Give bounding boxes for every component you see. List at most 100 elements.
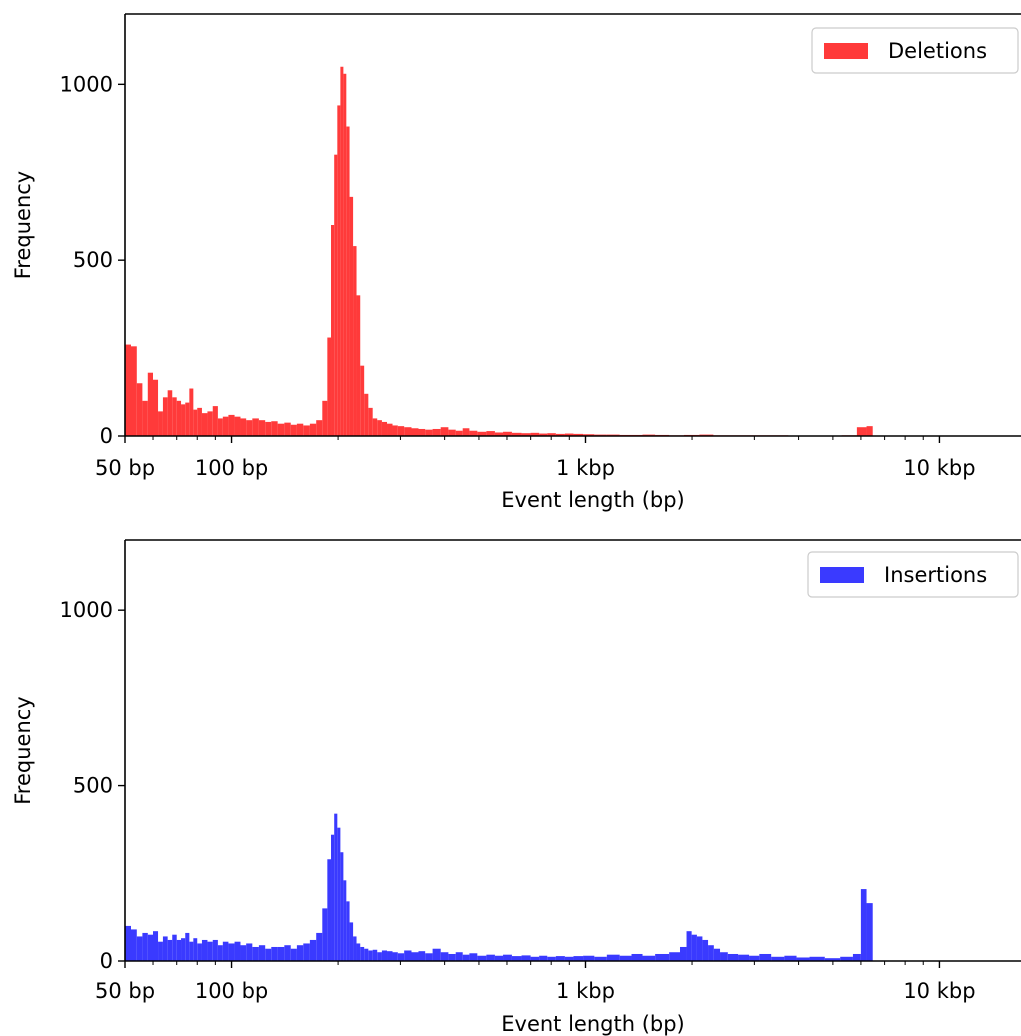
x-tick-label: 10 kbp [903, 456, 975, 480]
x-tick-label: 1 kbp [556, 979, 615, 1003]
histogram-bar [327, 859, 332, 961]
histogram-bar [860, 889, 867, 961]
histogram-bar [185, 402, 190, 436]
histogram-bar [477, 955, 487, 961]
histogram-bar [189, 941, 194, 961]
histogram-bar [246, 420, 253, 436]
histogram-bar [530, 432, 540, 436]
histogram-bar [372, 949, 378, 961]
histogram-bar [583, 955, 595, 961]
histogram-bar [284, 422, 291, 436]
histogram-bar [696, 936, 703, 961]
histogram-bar [353, 936, 357, 961]
x-tick-label: 50 bp [95, 979, 155, 1003]
histogram-bar [856, 427, 867, 436]
histogram-bar [440, 952, 449, 961]
histogram-bar [771, 956, 785, 961]
legend-swatch [824, 43, 868, 59]
histogram-bar [573, 956, 584, 961]
histogram-bar [346, 126, 350, 436]
histogram-bar [131, 346, 137, 436]
histogram-bar [448, 429, 456, 436]
histogram-bar [462, 954, 470, 961]
histogram-bar [521, 955, 531, 961]
insertions-bars [125, 813, 873, 962]
histogram-bar [866, 426, 873, 436]
histogram-bar [364, 948, 369, 961]
histogram-bar [368, 407, 373, 436]
histogram-bar [334, 813, 338, 961]
histogram-bar [425, 429, 433, 436]
histogram-bar [201, 413, 208, 436]
histogram-bar [212, 406, 218, 436]
histogram-bar [555, 433, 565, 436]
histogram-bar [555, 956, 565, 961]
histogram-bar [349, 922, 354, 961]
histogram-bar [309, 423, 317, 436]
histogram-bar [387, 423, 393, 436]
histogram-bar [392, 952, 398, 961]
legend-label: Insertions [884, 563, 987, 587]
histogram-bar [222, 941, 229, 961]
histogram-bar [142, 400, 148, 436]
histogram-bar [290, 948, 297, 961]
histogram-bar [343, 73, 347, 436]
histogram-bar [432, 428, 441, 436]
histogram-bar [455, 952, 463, 961]
histogram-bar [265, 948, 272, 961]
histogram-bar [277, 946, 285, 961]
histogram-bar [217, 945, 223, 961]
histogram-bar [258, 420, 266, 436]
histogram-bar [564, 433, 574, 436]
deletions-bars [125, 66, 873, 437]
histogram-bar [377, 952, 382, 961]
histogram-bar [207, 941, 213, 961]
histogram-bar [334, 154, 338, 437]
histogram-bar [642, 955, 656, 961]
histogram-bar [356, 943, 361, 961]
histogram-bar [303, 943, 310, 961]
y-tick-label: 500 [73, 774, 113, 798]
histogram-bar [573, 433, 584, 436]
histogram-bar [547, 956, 556, 961]
histogram-bar [503, 431, 512, 436]
histogram-bar [377, 420, 382, 436]
histogram-bar [234, 941, 241, 961]
histogram-bar [392, 425, 398, 436]
y-tick-label: 0 [100, 949, 113, 973]
histogram-bar [290, 424, 297, 436]
histogram-bar [258, 945, 266, 961]
histogram-bar [265, 421, 272, 436]
histogram-bar [796, 957, 810, 961]
histogram-bar [142, 932, 148, 961]
histogram-bar [440, 427, 449, 436]
histogram-bar [372, 418, 378, 436]
legend-swatch [820, 567, 864, 583]
y-axis-label: Frequency [11, 171, 35, 280]
histogram-bar [172, 934, 177, 961]
histogram-bar [606, 954, 620, 961]
histogram-bar [222, 416, 229, 436]
histogram-bar [349, 196, 354, 436]
histogram-bar [852, 953, 861, 961]
histogram-bar [749, 955, 760, 961]
deletions-axes: 0 500 1000 50 bp 100 bp 1 kbp 10 kbp Event leng… [11, 13, 1021, 512]
histogram-bar [246, 943, 253, 961]
histogram-bar [158, 411, 163, 436]
x-tick-label: 100 bp [195, 456, 268, 480]
histogram-bar [455, 430, 463, 436]
histogram-bar [619, 955, 632, 961]
histogram-bar [327, 337, 332, 436]
histogram-bar [271, 421, 278, 436]
histogram-bar [167, 939, 173, 961]
histogram-bar [252, 418, 259, 436]
x-tick-label: 10 kbp [903, 979, 975, 1003]
histogram-bar [228, 943, 235, 961]
histogram-bar [530, 956, 540, 961]
histogram-bar [462, 428, 470, 436]
histogram-bar [158, 941, 163, 961]
histogram-bar [411, 952, 419, 961]
histogram-bar [784, 955, 797, 961]
histogram-bar [720, 952, 728, 961]
